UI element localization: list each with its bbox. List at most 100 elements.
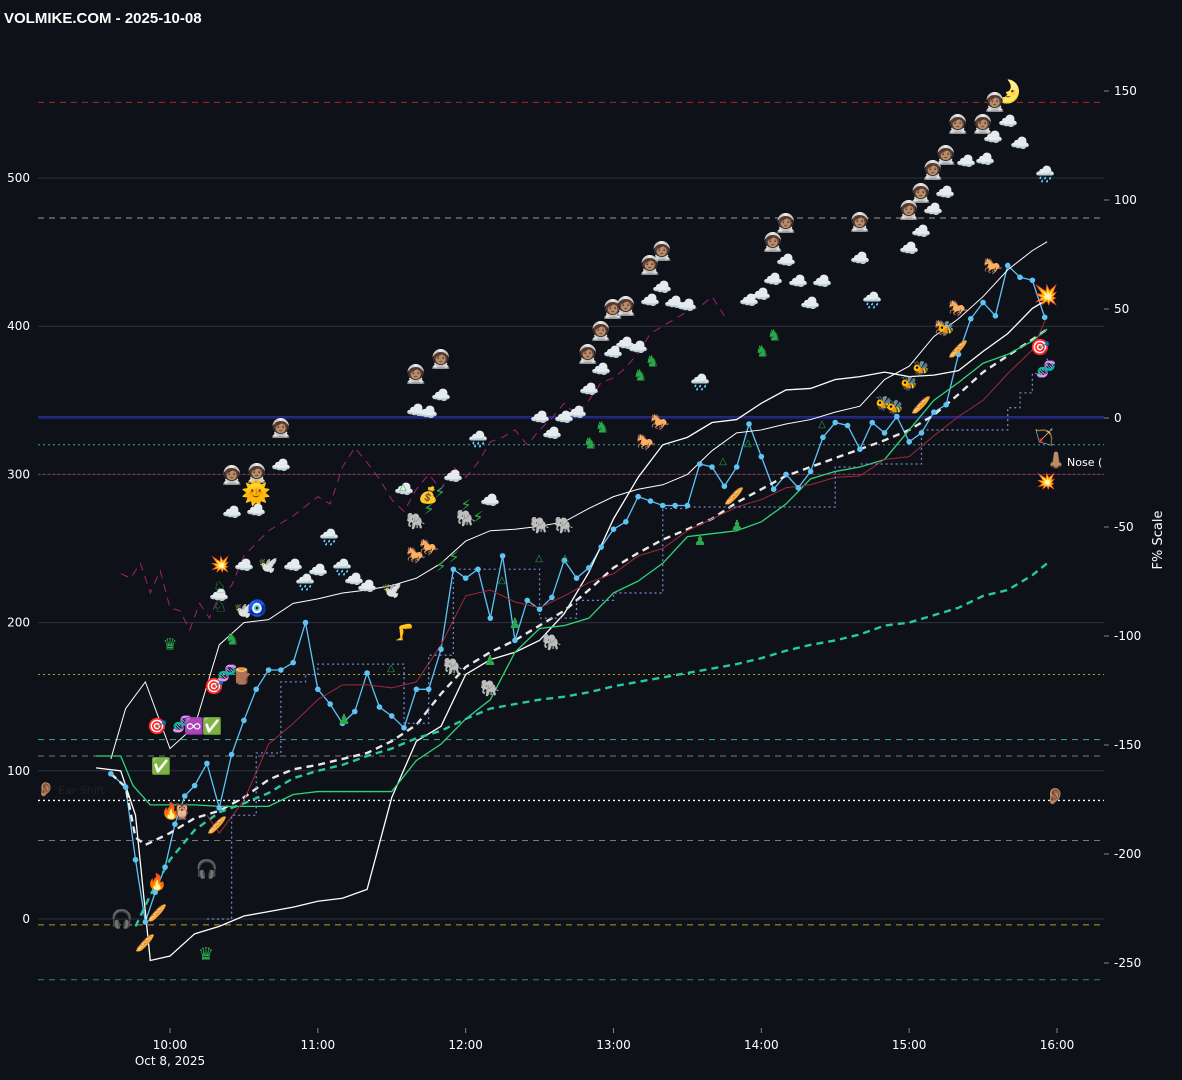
emoji-marker: △ bbox=[535, 553, 543, 564]
y-left-tick-label: 100 bbox=[7, 764, 30, 778]
emoji-marker: ☁️ bbox=[975, 150, 995, 169]
series-point bbox=[512, 637, 518, 644]
series-point bbox=[918, 430, 925, 436]
series-point bbox=[561, 557, 568, 564]
x-date-label: Oct 8, 2025 bbox=[135, 1054, 205, 1068]
emoji-marker: 🏹 bbox=[1034, 428, 1054, 447]
series-point bbox=[462, 575, 469, 581]
emoji-marker: 🧬 bbox=[217, 664, 237, 683]
series-point bbox=[302, 619, 309, 626]
series-point bbox=[524, 597, 531, 604]
emoji-marker: ♞ bbox=[755, 342, 769, 361]
emoji-marker: ♾️ bbox=[184, 717, 204, 736]
ear-shift-label: Ear Shift bbox=[58, 784, 105, 797]
emoji-marker: ♛ bbox=[163, 635, 177, 654]
series-point bbox=[216, 805, 223, 811]
emoji-marker: ☁️ bbox=[652, 278, 672, 297]
series-point bbox=[857, 446, 863, 453]
series-point bbox=[181, 793, 188, 799]
series-point bbox=[980, 299, 986, 306]
emoji-marker: 🐝 bbox=[875, 395, 892, 412]
series-point bbox=[315, 686, 321, 693]
emoji-marker: 🧑🏽‍🚀 bbox=[947, 113, 969, 135]
series-point bbox=[204, 760, 210, 767]
emoji-marker: ☁️ bbox=[615, 334, 635, 353]
emoji-marker: 🐘 bbox=[480, 679, 500, 698]
series-line bbox=[134, 562, 1048, 927]
series-point bbox=[376, 704, 383, 710]
series-point bbox=[152, 889, 159, 896]
emoji-marker: ☁️ bbox=[956, 152, 976, 171]
y-right-tick-label: -50 bbox=[1114, 520, 1134, 534]
x-tick-label: 13:00 bbox=[596, 1038, 631, 1052]
emoji-marker: 🐎 bbox=[934, 319, 954, 338]
emoji-marker: 🧑🏽‍🚀 bbox=[221, 464, 243, 486]
series-point bbox=[832, 419, 839, 426]
series-point bbox=[265, 667, 272, 673]
series-point bbox=[425, 686, 432, 693]
emoji-marker: 🧑🏽‍🚀 bbox=[651, 240, 673, 262]
y-right-tick-label: -250 bbox=[1114, 956, 1141, 970]
series-point bbox=[992, 313, 999, 319]
emoji-marker: ☁️ bbox=[763, 270, 783, 289]
series-point bbox=[586, 564, 592, 571]
emoji-marker: ⚡ bbox=[472, 508, 483, 527]
emoji-marker: ♘ bbox=[213, 597, 227, 616]
y-right-tick-label: -100 bbox=[1114, 629, 1141, 643]
emoji-marker: ♞ bbox=[645, 352, 659, 371]
emoji-marker: 🦵 bbox=[394, 623, 414, 642]
emoji-marker: ☁️ bbox=[800, 294, 820, 313]
emoji-marker: 💥 bbox=[1034, 283, 1059, 307]
emoji-marker: 🕊️ bbox=[234, 601, 254, 620]
emoji-marker: ☁️ bbox=[431, 386, 451, 405]
series-point bbox=[894, 413, 900, 420]
series-point bbox=[1017, 274, 1023, 281]
emoji-marker: ☁️ bbox=[222, 503, 242, 522]
emoji-marker: 🥖 bbox=[948, 340, 968, 359]
emoji-marker: 🌧️ bbox=[468, 430, 488, 449]
series-point bbox=[844, 422, 851, 429]
emoji-marker: 🧑🏽‍🚀 bbox=[430, 348, 452, 370]
emoji-marker: ☁️ bbox=[751, 285, 771, 304]
series-point bbox=[696, 461, 703, 467]
emoji-marker: 🎯 bbox=[147, 717, 167, 736]
emoji-marker: 👃🏽 bbox=[1046, 451, 1066, 470]
series-point bbox=[278, 667, 284, 673]
series-point bbox=[172, 821, 178, 827]
series-point bbox=[721, 483, 728, 490]
series-point bbox=[955, 351, 962, 358]
series-point bbox=[142, 919, 149, 925]
emoji-marker: ☁️ bbox=[983, 128, 1003, 147]
emoji-marker: ☁️ bbox=[998, 112, 1018, 131]
chart-markers bbox=[108, 262, 1048, 925]
series-point bbox=[475, 566, 481, 573]
emoji-marker: 🐎 bbox=[948, 299, 968, 318]
series-point bbox=[906, 438, 912, 445]
series-point bbox=[191, 782, 198, 789]
y-right-tick-label: 100 bbox=[1114, 193, 1137, 207]
emoji-marker: 🐘 bbox=[456, 509, 476, 528]
emoji-marker: ♟ bbox=[338, 712, 351, 728]
emoji-marker: 🎯 bbox=[204, 677, 224, 696]
emoji-marker: 🧑🏽‍🚀 bbox=[922, 159, 944, 181]
y-right-tick-label: 50 bbox=[1114, 302, 1129, 316]
emoji-marker: ♟ bbox=[509, 616, 522, 632]
series-point bbox=[450, 566, 457, 573]
series-point bbox=[290, 659, 296, 666]
series-point bbox=[364, 670, 370, 676]
y-right-tick-label: -150 bbox=[1114, 738, 1141, 752]
emoji-marker: ☁️ bbox=[923, 200, 943, 219]
series-point bbox=[770, 486, 777, 493]
chart-title: VOLMIKE.COM - 2025-10-08 bbox=[4, 10, 202, 27]
emoji-marker: 🪵 bbox=[232, 667, 252, 686]
x-tick-label: 10:00 bbox=[153, 1038, 188, 1052]
emoji-marker: ♞ bbox=[633, 366, 647, 385]
emoji-marker: 🧬 bbox=[172, 715, 192, 734]
series-point bbox=[388, 713, 395, 719]
y-right-tick-label: -200 bbox=[1114, 847, 1141, 861]
emoji-marker: ♟ bbox=[731, 518, 744, 534]
emoji-marker: 🌛 bbox=[994, 79, 1021, 105]
emoji-marker: ☁️ bbox=[812, 272, 832, 291]
emoji-marker: ☁️ bbox=[344, 570, 364, 589]
series-point bbox=[351, 708, 358, 715]
